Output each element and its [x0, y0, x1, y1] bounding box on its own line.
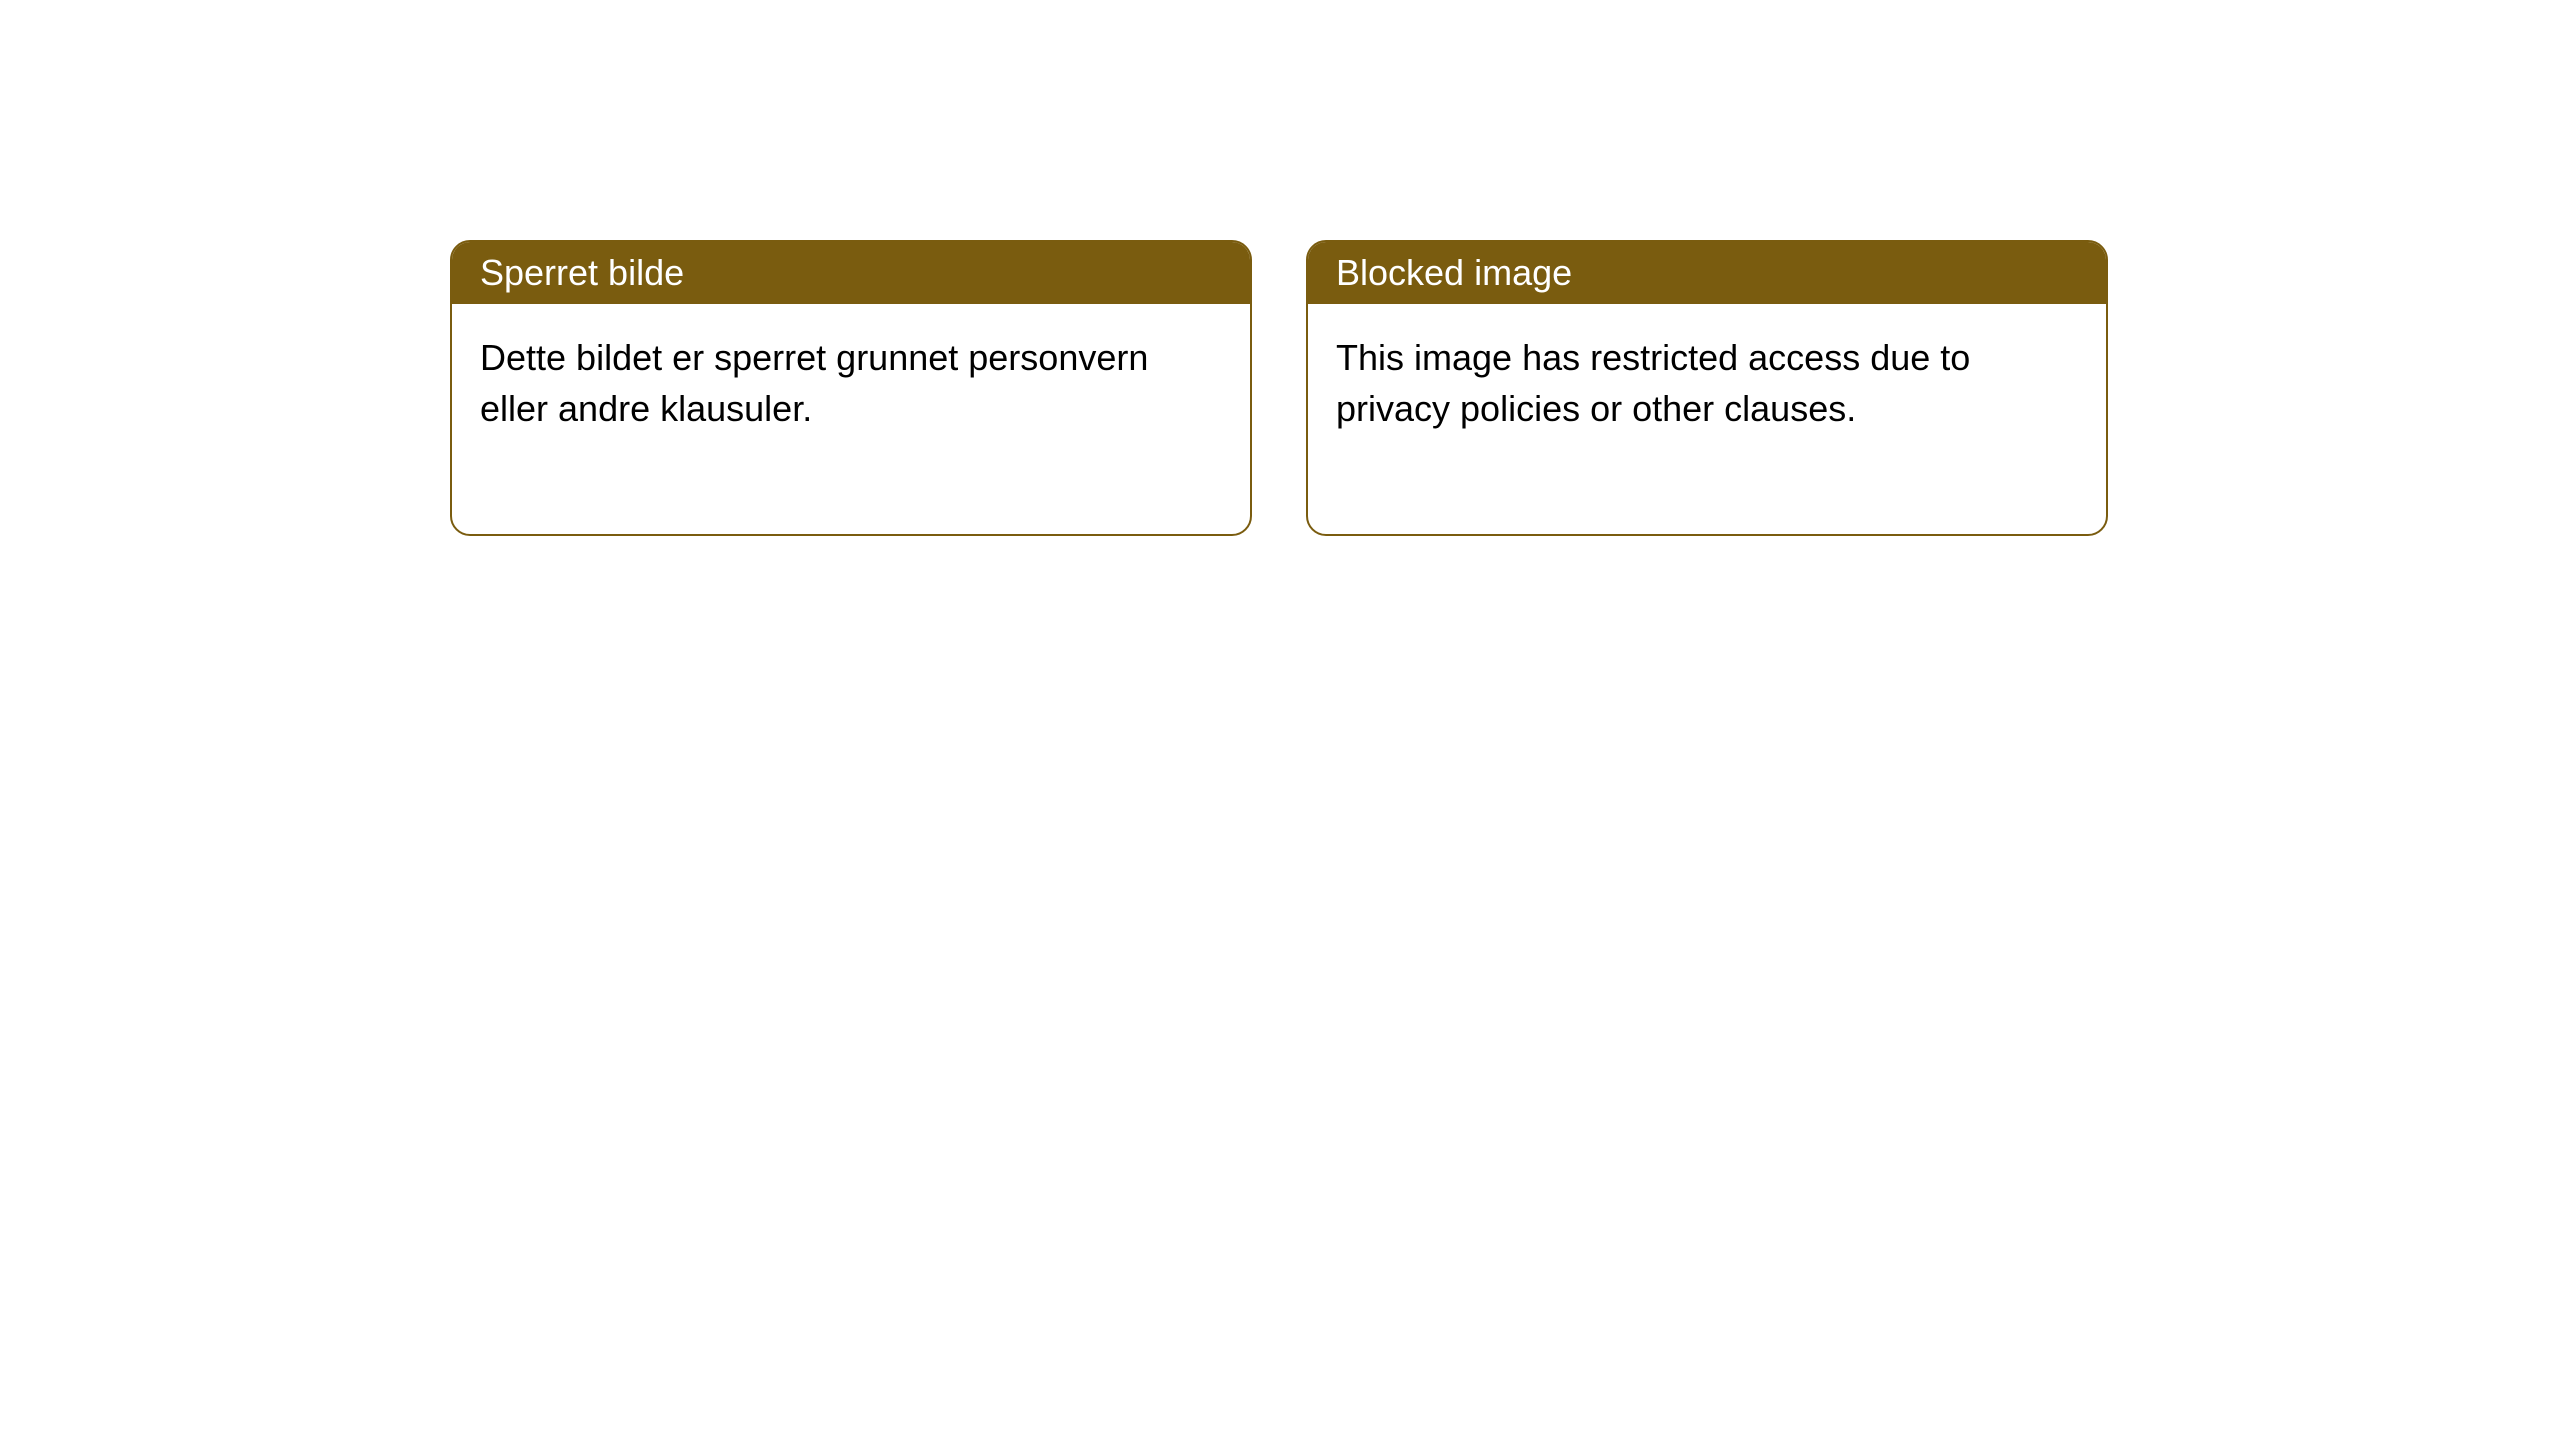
notice-header: Blocked image — [1308, 242, 2106, 304]
notice-card-english: Blocked image This image has restricted … — [1306, 240, 2108, 536]
notice-container: Sperret bilde Dette bildet er sperret gr… — [0, 0, 2560, 536]
notice-title: Blocked image — [1336, 252, 1572, 293]
notice-title: Sperret bilde — [480, 252, 684, 293]
notice-body-text: This image has restricted access due to … — [1336, 337, 1970, 429]
notice-body: This image has restricted access due to … — [1308, 304, 2106, 534]
notice-card-norwegian: Sperret bilde Dette bildet er sperret gr… — [450, 240, 1252, 536]
notice-body-text: Dette bildet er sperret grunnet personve… — [480, 337, 1148, 429]
notice-body: Dette bildet er sperret grunnet personve… — [452, 304, 1250, 534]
notice-header: Sperret bilde — [452, 242, 1250, 304]
